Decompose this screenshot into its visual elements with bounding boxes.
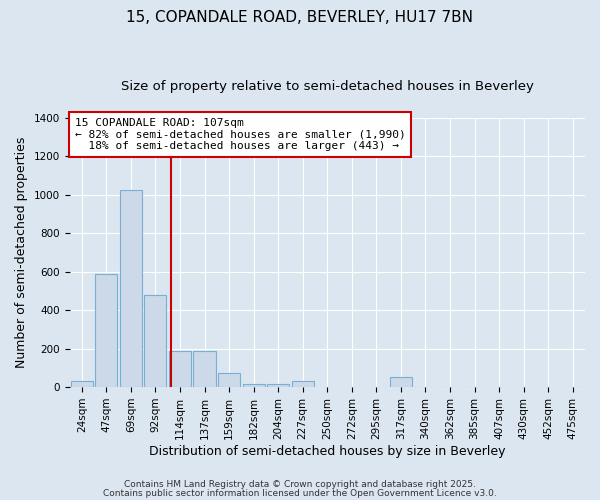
Bar bbox=[120, 190, 142, 387]
Title: Size of property relative to semi-detached houses in Beverley: Size of property relative to semi-detach… bbox=[121, 80, 534, 93]
Text: 15, COPANDALE ROAD, BEVERLEY, HU17 7BN: 15, COPANDALE ROAD, BEVERLEY, HU17 7BN bbox=[127, 10, 473, 25]
Bar bbox=[218, 372, 240, 387]
Y-axis label: Number of semi-detached properties: Number of semi-detached properties bbox=[15, 136, 28, 368]
Bar bbox=[95, 274, 118, 387]
Bar bbox=[71, 382, 93, 387]
Bar bbox=[169, 350, 191, 387]
Bar bbox=[193, 350, 215, 387]
Bar bbox=[292, 382, 314, 387]
Bar bbox=[267, 384, 289, 387]
Text: Contains HM Land Registry data © Crown copyright and database right 2025.: Contains HM Land Registry data © Crown c… bbox=[124, 480, 476, 489]
Bar bbox=[242, 384, 265, 387]
Text: Contains public sector information licensed under the Open Government Licence v3: Contains public sector information licen… bbox=[103, 488, 497, 498]
Bar bbox=[145, 295, 166, 387]
X-axis label: Distribution of semi-detached houses by size in Beverley: Distribution of semi-detached houses by … bbox=[149, 444, 506, 458]
Bar bbox=[390, 378, 412, 387]
Text: 15 COPANDALE ROAD: 107sqm
← 82% of semi-detached houses are smaller (1,990)
  18: 15 COPANDALE ROAD: 107sqm ← 82% of semi-… bbox=[74, 118, 406, 151]
